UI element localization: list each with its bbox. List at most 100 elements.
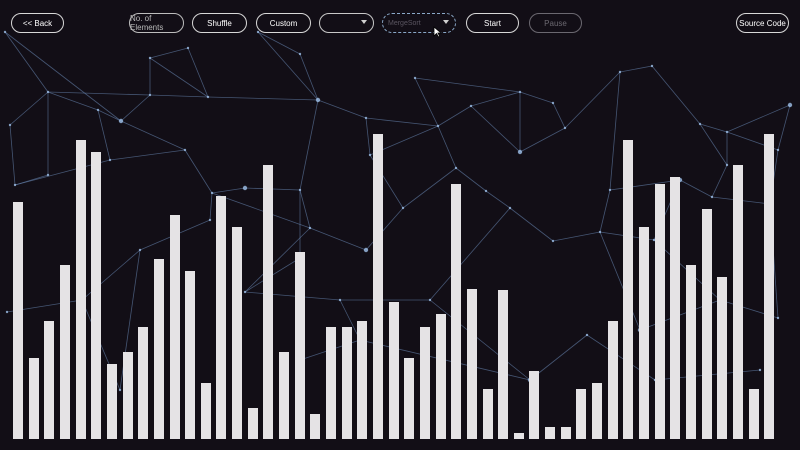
algorithm-select-value: MergeSort xyxy=(388,19,421,27)
network-edge xyxy=(244,291,341,301)
speed-select[interactable] xyxy=(319,13,374,33)
bar xyxy=(310,414,320,439)
bar xyxy=(29,358,39,439)
network-node xyxy=(208,218,212,222)
network-edge xyxy=(485,190,511,209)
bar xyxy=(623,140,633,439)
network-edge xyxy=(299,99,319,191)
network-edge xyxy=(470,105,521,153)
algorithm-select[interactable]: MergeSort xyxy=(382,13,456,33)
network-node xyxy=(484,189,488,193)
network-edge xyxy=(726,104,791,133)
network-node xyxy=(517,149,523,155)
network-edge xyxy=(109,149,186,161)
mouse-cursor-icon xyxy=(433,26,443,38)
network-node xyxy=(315,97,321,103)
network-edge xyxy=(552,231,601,242)
bar xyxy=(91,152,101,439)
network-edge xyxy=(339,299,361,341)
bar xyxy=(76,140,86,439)
network-node xyxy=(46,173,50,177)
network-node xyxy=(454,166,458,170)
network-edge xyxy=(519,127,566,153)
network-edge xyxy=(402,167,457,209)
start-button-label: Start xyxy=(484,18,501,28)
network-node xyxy=(338,298,342,302)
network-edge xyxy=(651,65,701,125)
elements-count-button[interactable]: No. of Elements xyxy=(129,13,184,33)
shuffle-button[interactable]: Shuffle xyxy=(192,13,247,33)
bar xyxy=(420,327,430,439)
source-code-button[interactable]: Source Code xyxy=(736,13,789,33)
source-code-button-label: Source Code xyxy=(739,18,786,28)
network-edge xyxy=(149,47,189,59)
bar xyxy=(764,134,774,439)
network-edge xyxy=(679,179,713,198)
network-edge xyxy=(244,227,311,293)
bar xyxy=(357,321,367,439)
network-node xyxy=(108,158,112,162)
network-edge xyxy=(149,94,209,98)
network-edge xyxy=(211,187,246,194)
network-node xyxy=(5,310,9,314)
network-node xyxy=(585,333,589,337)
network-node xyxy=(508,206,512,210)
network-edge xyxy=(299,189,311,229)
bar xyxy=(216,196,226,439)
back-button[interactable]: << Back xyxy=(11,13,64,33)
network-edge xyxy=(414,77,521,93)
network-edge xyxy=(699,123,728,166)
bar xyxy=(154,259,164,439)
bar xyxy=(185,271,195,439)
network-node xyxy=(364,116,368,120)
start-button[interactable]: Start xyxy=(466,13,519,33)
bar xyxy=(592,383,602,439)
network-edge xyxy=(609,71,621,191)
bar xyxy=(670,177,680,439)
custom-button[interactable]: Custom xyxy=(256,13,311,33)
bar xyxy=(248,408,258,439)
network-node xyxy=(363,247,369,253)
network-edge xyxy=(509,207,554,242)
bar xyxy=(545,427,555,439)
network-edge xyxy=(120,94,151,122)
network-edge xyxy=(120,120,186,151)
network-edge xyxy=(365,117,439,127)
network-node xyxy=(776,148,780,152)
network-node xyxy=(256,30,260,34)
network-node xyxy=(650,64,654,68)
pause-button[interactable]: Pause xyxy=(529,13,582,33)
network-edge xyxy=(211,192,311,229)
network-edge xyxy=(519,91,554,104)
network-edge xyxy=(437,125,457,169)
network-node xyxy=(787,102,793,108)
bar xyxy=(436,314,446,439)
bar xyxy=(60,265,70,439)
pause-button-label: Pause xyxy=(544,18,567,28)
network-node xyxy=(148,93,152,97)
network-edge xyxy=(184,149,213,194)
network-edge xyxy=(414,77,439,127)
network-edge xyxy=(552,102,566,129)
bar xyxy=(498,290,508,439)
bar xyxy=(576,389,586,439)
back-button-label: << Back xyxy=(22,18,53,28)
bar xyxy=(655,184,665,439)
network-node xyxy=(118,118,124,124)
network-node xyxy=(725,130,729,134)
network-edge xyxy=(437,105,472,127)
network-node xyxy=(308,226,312,230)
bar xyxy=(514,433,524,439)
network-node xyxy=(725,163,729,167)
network-node xyxy=(298,188,302,192)
bar xyxy=(686,265,696,439)
network-edge xyxy=(599,189,611,233)
network-node xyxy=(8,123,12,127)
network-edge xyxy=(149,57,209,98)
chevron-down-icon xyxy=(443,20,449,24)
network-edge xyxy=(9,91,49,126)
network-edge xyxy=(599,231,641,331)
bar xyxy=(483,389,493,439)
network-edge xyxy=(429,299,531,381)
